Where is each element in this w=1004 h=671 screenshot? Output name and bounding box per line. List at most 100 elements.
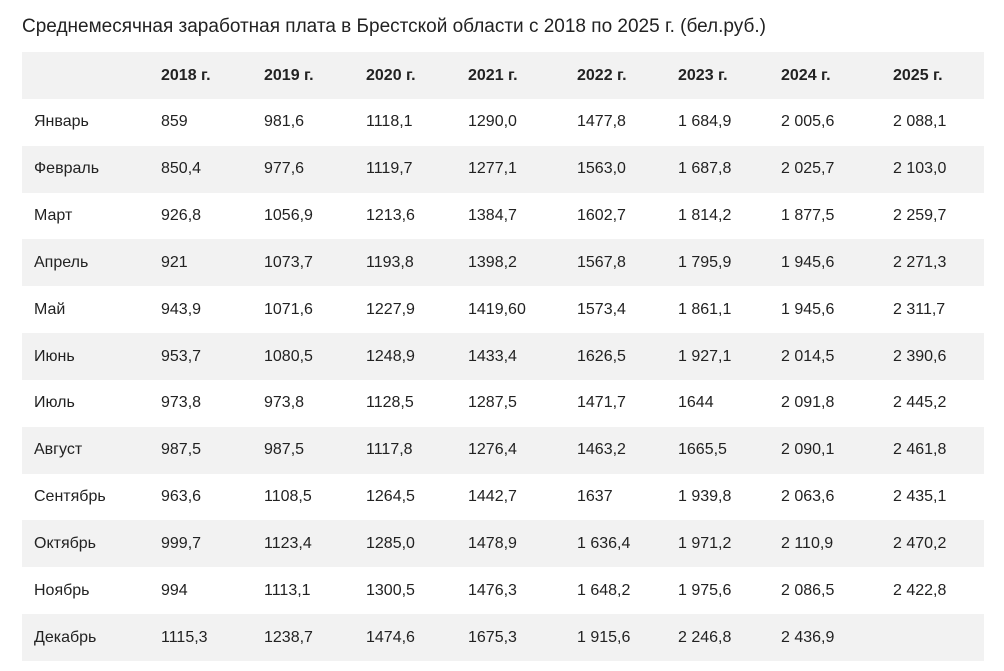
table-cell: 2 005,6 bbox=[781, 113, 835, 131]
table-cell: 2 435,1 bbox=[893, 488, 947, 506]
table-cell: 987,5 bbox=[161, 441, 202, 459]
table-cell: 981,6 bbox=[264, 113, 305, 131]
table-cell: 2 390,6 bbox=[893, 347, 947, 365]
table-cell: 1573,4 bbox=[577, 300, 626, 318]
table-cell: 1398,2 bbox=[468, 253, 517, 271]
month-cell: Февраль bbox=[34, 160, 100, 178]
table-cell: 2 091,8 bbox=[781, 394, 835, 412]
table-cell: 1384,7 bbox=[468, 207, 517, 225]
table-cell: 1248,9 bbox=[366, 347, 415, 365]
table-row: Июль 973,8 973,8 1128,5 1287,5 1471,7 16… bbox=[22, 379, 984, 427]
table-cell: 994 bbox=[161, 581, 188, 599]
column-header-2022: 2022 г. bbox=[577, 66, 627, 84]
table-cell: 1128,5 bbox=[366, 394, 414, 412]
table-cell: 1637 bbox=[577, 488, 613, 506]
table-cell: 850,4 bbox=[161, 160, 202, 178]
table-cell: 1626,5 bbox=[577, 347, 626, 365]
month-cell: Ноябрь bbox=[34, 581, 90, 599]
table-cell: 1 814,2 bbox=[678, 207, 732, 225]
table-cell: 1 975,6 bbox=[678, 581, 732, 599]
table-cell: 1419,60 bbox=[468, 300, 526, 318]
table-cell: 921 bbox=[161, 253, 188, 271]
table-cell: 1 648,2 bbox=[577, 581, 631, 599]
table-cell: 1471,7 bbox=[577, 394, 626, 412]
table-cell: 1285,0 bbox=[366, 534, 415, 552]
table-cell: 1193,8 bbox=[366, 253, 414, 271]
table-cell: 2 271,3 bbox=[893, 253, 947, 271]
table-cell: 1602,7 bbox=[577, 207, 626, 225]
table-cell: 1477,8 bbox=[577, 113, 626, 131]
column-header-2018: 2018 г. bbox=[161, 66, 211, 84]
column-header-2024: 2024 г. bbox=[781, 66, 831, 84]
table-cell: 2 311,7 bbox=[893, 300, 946, 318]
table-cell: 999,7 bbox=[161, 534, 202, 552]
month-cell: Октябрь bbox=[34, 534, 97, 552]
table-cell: 1115,3 bbox=[161, 628, 208, 646]
table-cell: 2 259,7 bbox=[893, 207, 947, 225]
table-cell: 1123,4 bbox=[264, 534, 312, 552]
table-cell: 1665,5 bbox=[678, 441, 727, 459]
table-cell: 859 bbox=[161, 113, 188, 131]
table-cell: 973,8 bbox=[161, 394, 202, 412]
table-row: Январь 859 981,6 1118,1 1290,0 1477,8 1 … bbox=[22, 99, 984, 146]
table-cell bbox=[893, 614, 984, 661]
table-cell: 1108,5 bbox=[264, 488, 312, 506]
table-cell: 1476,3 bbox=[468, 581, 517, 599]
table-cell: 1 971,2 bbox=[678, 534, 732, 552]
table-cell: 1113,1 bbox=[264, 581, 311, 599]
table-cell: 963,6 bbox=[161, 488, 202, 506]
table-cell: 973,8 bbox=[264, 394, 305, 412]
table-cell: 1 861,1 bbox=[678, 300, 732, 318]
table-cell: 2 422,8 bbox=[893, 581, 947, 599]
table-cell: 2 014,5 bbox=[781, 347, 835, 365]
table-row: Март 926,8 1056,9 1213,6 1384,7 1602,7 1… bbox=[22, 192, 984, 240]
table-row: Ноябрь 994 1113,1 1300,5 1476,3 1 648,2 … bbox=[22, 567, 984, 615]
table-cell: 926,8 bbox=[161, 207, 202, 225]
table-cell: 2 086,5 bbox=[781, 581, 835, 599]
table-cell: 953,7 bbox=[161, 347, 202, 365]
table-cell: 1119,7 bbox=[366, 160, 413, 178]
table-cell: 1 687,8 bbox=[678, 160, 732, 178]
column-header bbox=[22, 52, 161, 99]
column-header-2021: 2021 г. bbox=[468, 66, 518, 84]
table-cell: 1080,5 bbox=[264, 347, 313, 365]
table-cell: 977,6 bbox=[264, 160, 305, 178]
table-cell: 1 877,5 bbox=[781, 207, 835, 225]
table-cell: 1 795,9 bbox=[678, 253, 732, 271]
table-cell: 1118,1 bbox=[366, 113, 413, 131]
table-header-row: 2018 г. 2019 г. 2020 г. 2021 г. 2022 г. … bbox=[22, 52, 984, 99]
table-cell: 1056,9 bbox=[264, 207, 313, 225]
month-cell: Сентябрь bbox=[34, 488, 106, 506]
table-cell: 1478,9 bbox=[468, 534, 517, 552]
column-header-2023: 2023 г. bbox=[678, 66, 728, 84]
table-cell: 1563,0 bbox=[577, 160, 626, 178]
table-cell: 943,9 bbox=[161, 300, 202, 318]
table-cell: 2 445,2 bbox=[893, 394, 947, 412]
table-cell: 2 088,1 bbox=[893, 113, 947, 131]
column-header-2025: 2025 г. bbox=[893, 66, 943, 84]
table-cell: 2 436,9 bbox=[781, 628, 835, 646]
table-cell: 2 110,9 bbox=[781, 534, 834, 552]
table-row: Июнь 953,7 1080,5 1248,9 1433,4 1626,5 1… bbox=[22, 333, 984, 380]
table-row: Сентябрь 963,6 1108,5 1264,5 1442,7 1637… bbox=[22, 473, 984, 521]
table-cell: 1277,1 bbox=[468, 160, 517, 178]
table-cell: 1 636,4 bbox=[577, 534, 631, 552]
table-cell: 1264,5 bbox=[366, 488, 415, 506]
table-row: Февраль 850,4 977,6 1119,7 1277,1 1563,0… bbox=[22, 145, 984, 193]
month-cell: Декабрь bbox=[34, 628, 97, 646]
table-row: Апрель 921 1073,7 1193,8 1398,2 1567,8 1… bbox=[22, 239, 984, 287]
table-row: Май 943,9 1071,6 1227,9 1419,60 1573,4 1… bbox=[22, 286, 984, 334]
page-title: Среднемесячная заработная плата в Брестс… bbox=[22, 16, 766, 37]
table-cell: 1 939,8 bbox=[678, 488, 732, 506]
salary-table: 2018 г. 2019 г. 2020 г. 2021 г. 2022 г. … bbox=[22, 52, 984, 661]
table-cell: 2 470,2 bbox=[893, 534, 947, 552]
column-header-2019: 2019 г. bbox=[264, 66, 314, 84]
table-cell: 1213,6 bbox=[366, 207, 415, 225]
table-cell: 1 684,9 bbox=[678, 113, 732, 131]
month-cell: Апрель bbox=[34, 253, 89, 271]
table-cell: 1073,7 bbox=[264, 253, 313, 271]
table-row: Октябрь 999,7 1123,4 1285,0 1478,9 1 636… bbox=[22, 520, 984, 568]
month-cell: Июнь bbox=[34, 347, 75, 365]
table-cell: 1 927,1 bbox=[678, 347, 732, 365]
table-cell: 1433,4 bbox=[468, 347, 517, 365]
